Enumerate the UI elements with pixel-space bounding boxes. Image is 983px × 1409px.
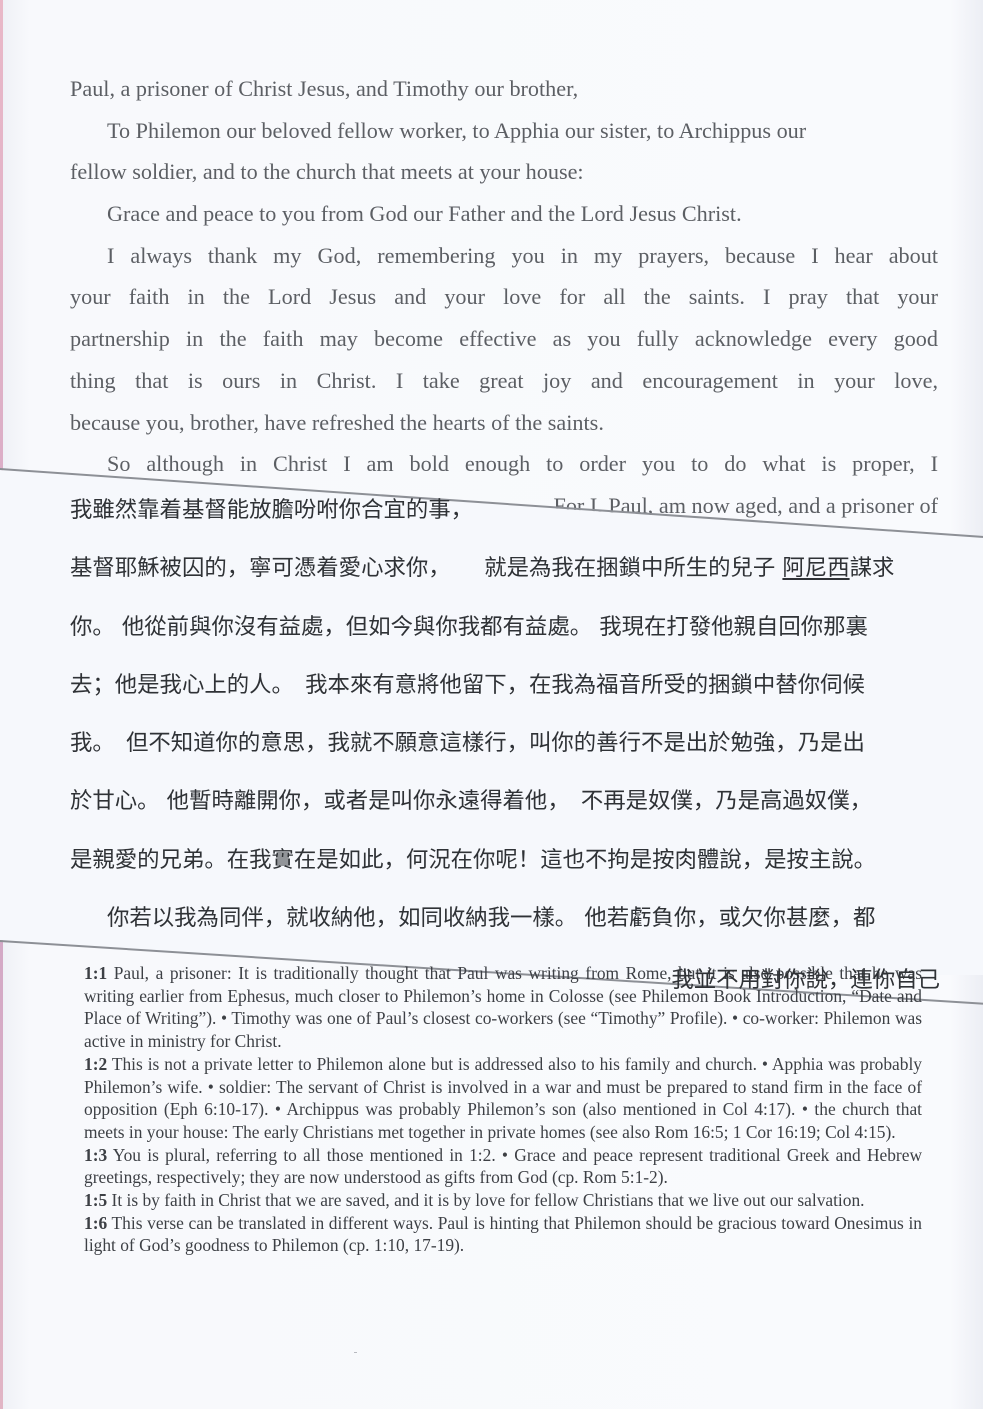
chinese-line: 於甘心。 他暫時離開你，或者是叫你永遠得着他， 不再是奴僕，乃是高過奴僕， bbox=[70, 788, 872, 815]
chinese-verses: 我雖然靠着基督能放膽吩咐你合宜的事， 基督耶穌被囚的，寧可憑着愛心求你， 就是為… bbox=[70, 481, 938, 947]
verse-line: I always thank my God, remembering you i… bbox=[107, 242, 938, 268]
study-note: 1:1 Paul, a prisoner: It is traditionall… bbox=[84, 962, 922, 1053]
verse-line: fellow soldier, and to the church that m… bbox=[70, 159, 584, 185]
note-text: This verse can be translated in differen… bbox=[84, 1212, 922, 1256]
chinese-line-overlap: 我並不用對你說，連你自己 bbox=[671, 967, 940, 993]
chinese-line: 是親愛的兄弟。在我實在是如此，何況在你呢！這也不拘是按肉體說，是按主說。 bbox=[70, 846, 877, 873]
verse-line: To Philemon our beloved fellow worker, t… bbox=[107, 117, 807, 143]
chinese-line: 基督耶穌被囚的，寧可憑着愛心求你， 就是為我在捆鎖中所生的兒子 阿尼西謀求 bbox=[70, 555, 895, 582]
verse-line: partnership in the faith may become effe… bbox=[70, 326, 938, 352]
name-onesimus: 阿尼西 bbox=[782, 555, 850, 582]
overlapping-page bbox=[0, 470, 983, 975]
verse-line: because you, brother, have refreshed the… bbox=[70, 409, 604, 435]
chinese-line: 我。 但不知道你的意思，我就不願意這樣行，叫你的善行不是出於勉強，乃是出 bbox=[70, 730, 865, 757]
verse-line: thing that is ours in Christ. I take gre… bbox=[70, 367, 938, 393]
note-ref: 1:5 bbox=[84, 1190, 108, 1211]
study-note: 1:2 This is not a private letter to Phil… bbox=[84, 1053, 922, 1144]
chinese-line: 我雖然靠着基督能放膽吩咐你合宜的事， bbox=[70, 497, 474, 523]
note-text: You is plural, referring to all those me… bbox=[84, 1144, 922, 1188]
note-ref: 1:2 bbox=[84, 1053, 108, 1074]
note-ref: 1:3 bbox=[84, 1144, 108, 1165]
note-text: It is by faith in Christ that we are sav… bbox=[111, 1190, 865, 1211]
note-ref: 1:1 bbox=[84, 963, 108, 983]
note-ref: 1:6 bbox=[84, 1212, 108, 1233]
note-text: Paul, a prisoner: It is traditionally th… bbox=[84, 963, 922, 1052]
study-note: 1:6 This verse can be translated in diff… bbox=[84, 1212, 922, 1257]
verse-line: Grace and peace to you from God our Fath… bbox=[107, 201, 742, 227]
chinese-line: 你若以我為同伴，就收納他，如同收納我一樣。 他若虧負你，或欠你甚麼，都 bbox=[107, 905, 876, 932]
note-text: This is not a private letter to Philemon… bbox=[84, 1053, 922, 1142]
verse-line: your faith in the Lord Jesus and your lo… bbox=[70, 284, 938, 310]
study-note: 1:5 It is by faith in Christ that we are… bbox=[84, 1189, 922, 1212]
chinese-line: 去；他是我心上的人。 我本來有意將他留下，在我為福音所受的捆鎖中替你伺候 bbox=[70, 671, 865, 698]
chinese-line: 你。 他從前與你沒有益處，但如今與你我都有益處。 我現在打發他親自回你那裏 bbox=[70, 613, 868, 640]
verse-line: Paul, a prisoner of Christ Jesus, and Ti… bbox=[70, 76, 579, 101]
english-verses: Paul, a prisoner of Christ Jesus, and Ti… bbox=[70, 68, 938, 527]
study-notes: 1:1 Paul, a prisoner: It is traditionall… bbox=[84, 962, 922, 1257]
study-note: 1:3 You is plural, referring to all thos… bbox=[84, 1144, 922, 1189]
scan-speck bbox=[354, 1352, 357, 1353]
verse-line: So although in Christ I am bold enough t… bbox=[107, 451, 938, 477]
